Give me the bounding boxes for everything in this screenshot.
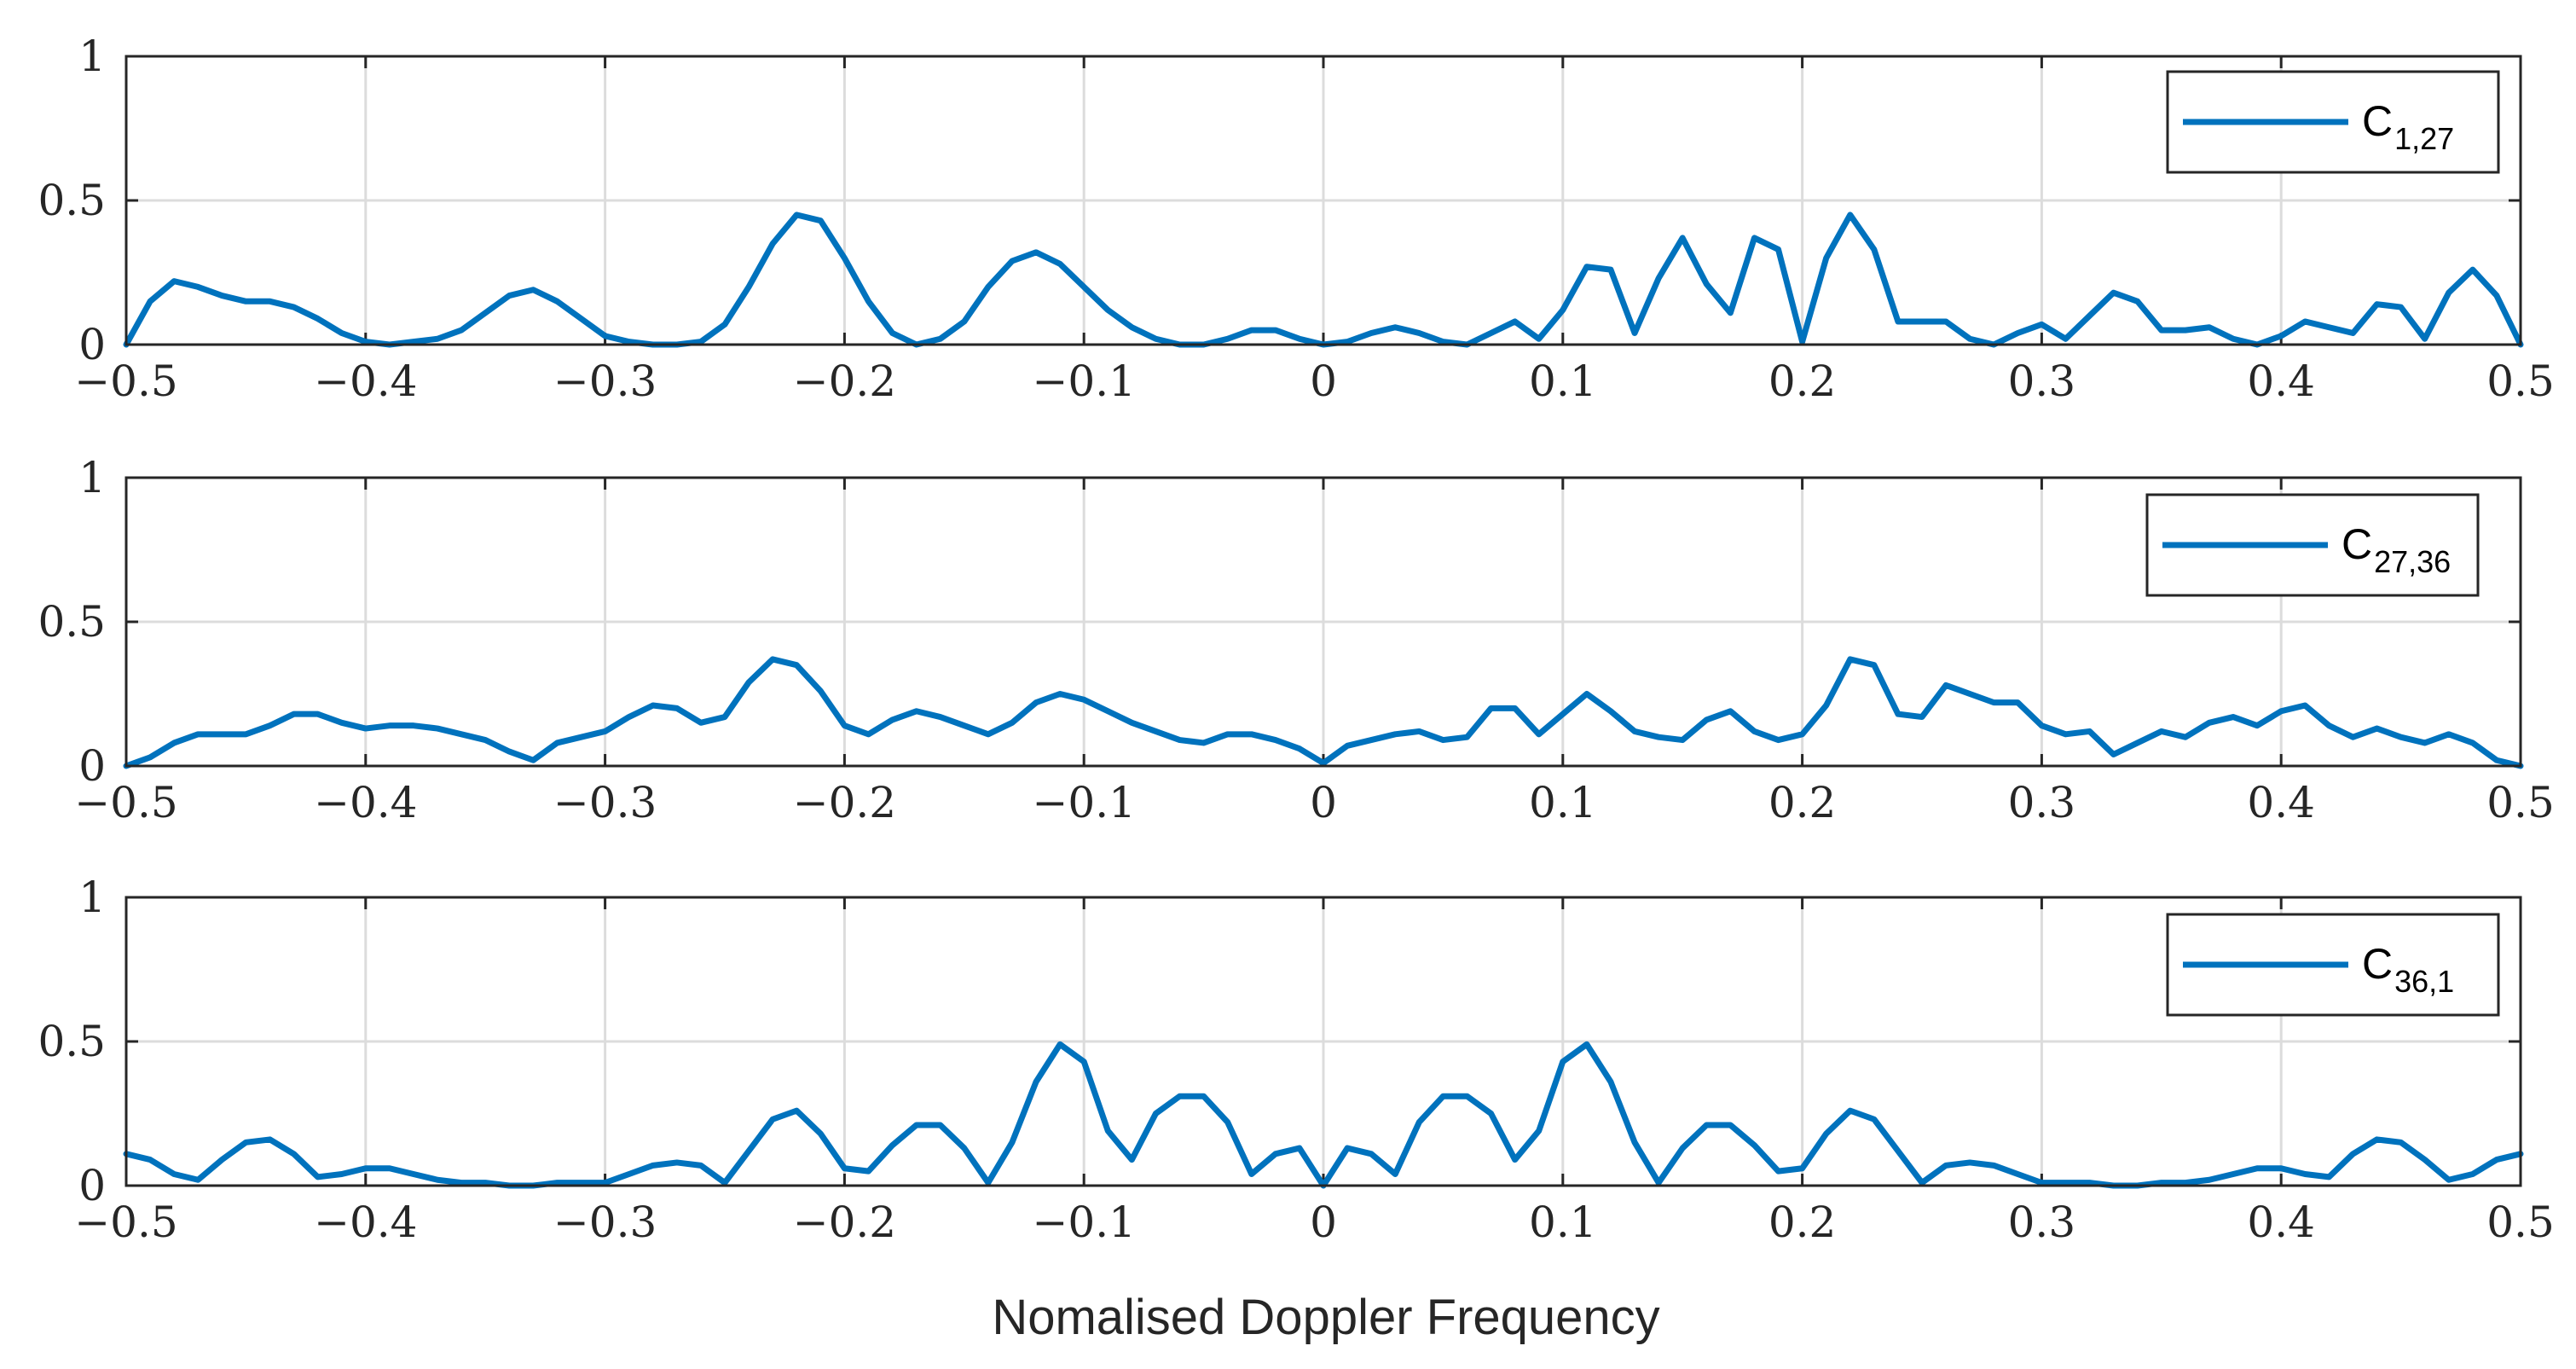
x-tick-label: −0.2 xyxy=(793,1198,896,1247)
x-tick-label: 0.1 xyxy=(1529,778,1597,827)
y-tick-label: 1 xyxy=(78,32,106,81)
y-tick-label: 0.5 xyxy=(38,1017,106,1066)
x-tick-label: −0.1 xyxy=(1032,357,1135,406)
x-tick-label: 0.4 xyxy=(2247,357,2315,406)
x-tick-label: −0.3 xyxy=(553,357,657,406)
x-tick-label: −0.2 xyxy=(793,357,896,406)
x-tick-label: 0.2 xyxy=(1768,1198,1837,1247)
legend: C27,36 xyxy=(2145,493,2480,597)
x-axis-label: Nomalised Doppler Frequency xyxy=(992,1290,1659,1345)
legend-label: C36,1 xyxy=(2362,940,2454,999)
subplot-2: −0.5 −0.4 −0.3 −0.2 −0.1 0 0.1 0.2 0.3 0.4 0.5 0 0.5… xyxy=(38,453,2554,827)
x-tick-label: 0.4 xyxy=(2247,1198,2315,1247)
legend-label: C1,27 xyxy=(2362,97,2454,156)
x-tick-label: −0.5 xyxy=(74,778,177,827)
legend-label-subscript: 36,1 xyxy=(2394,964,2454,999)
legend: C1,27 xyxy=(2166,70,2500,174)
x-tick-label: 0.4 xyxy=(2247,778,2315,827)
legend-label-subscript: 1,27 xyxy=(2394,121,2454,156)
y-tick-label: 0.5 xyxy=(38,597,106,647)
x-tick-label: −0.1 xyxy=(1032,1198,1135,1247)
legend-label-main: C xyxy=(2362,97,2393,145)
x-tick-label: 0.1 xyxy=(1529,1198,1597,1247)
x-tick-label: −0.4 xyxy=(314,778,417,827)
x-tick-label: 0.3 xyxy=(2008,778,2076,827)
x-tick-label: −0.5 xyxy=(74,357,177,406)
series-line-27-36 xyxy=(123,656,2524,769)
x-tick-label: 0.2 xyxy=(1768,357,1837,406)
x-tick-label: 0 xyxy=(1310,778,1337,827)
x-tick-label: 0.3 xyxy=(2008,357,2076,406)
x-tick-label: −0.1 xyxy=(1032,778,1135,827)
legend-label-subscript: 27,36 xyxy=(2374,544,2451,579)
legend-label-main: C xyxy=(2362,940,2393,988)
y-tick-label: 1 xyxy=(78,453,106,502)
axes-frame xyxy=(124,896,2522,1187)
x-tick-label: −0.3 xyxy=(553,778,657,827)
x-tick-label: 0 xyxy=(1310,357,1337,406)
x-tick-label: 0.1 xyxy=(1529,357,1597,406)
subplot-3: −0.5 −0.4 −0.3 −0.2 −0.1 0 0.1 0.2 0.3 0.4 0.5 0 0.5… xyxy=(38,873,2554,1247)
y-tick-label: 0 xyxy=(78,320,106,369)
y-tick-label: 1 xyxy=(78,873,106,922)
axes-frame xyxy=(124,476,2522,768)
axes-frame xyxy=(124,55,2522,346)
x-tick-label: 0 xyxy=(1310,1198,1337,1247)
subplot-1: −0.5 −0.4 −0.3 −0.2 −0.1 0 0.1 0.2 0.3 0.4 0.5 0 0.5… xyxy=(38,32,2554,406)
legend-label: C27,36 xyxy=(2342,520,2451,579)
x-tick-label: 0.5 xyxy=(2486,1198,2555,1247)
x-tick-label: −0.4 xyxy=(314,1198,417,1247)
x-tick-label: 0.5 xyxy=(2486,778,2555,827)
y-tick-label: 0 xyxy=(78,1161,106,1210)
x-tick-label: −0.2 xyxy=(793,778,896,827)
x-tick-label: 0.2 xyxy=(1768,778,1837,827)
x-tick-label: −0.5 xyxy=(74,1198,177,1247)
legend: C36,1 xyxy=(2166,913,2500,1017)
y-tick-label: 0.5 xyxy=(38,176,106,225)
y-tick-label: 0 xyxy=(78,741,106,791)
subplots: −0.5 −0.4 −0.3 −0.2 −0.1 0 0.1 0.2 0.3 0.4 0.5 0 0.5… xyxy=(38,32,2554,1247)
x-tick-label: −0.4 xyxy=(314,357,417,406)
legend-label-main: C xyxy=(2342,520,2372,568)
x-tick-label: 0.5 xyxy=(2486,357,2555,406)
x-tick-label: −0.3 xyxy=(553,1198,657,1247)
x-tick-label: 0.3 xyxy=(2008,1198,2076,1247)
